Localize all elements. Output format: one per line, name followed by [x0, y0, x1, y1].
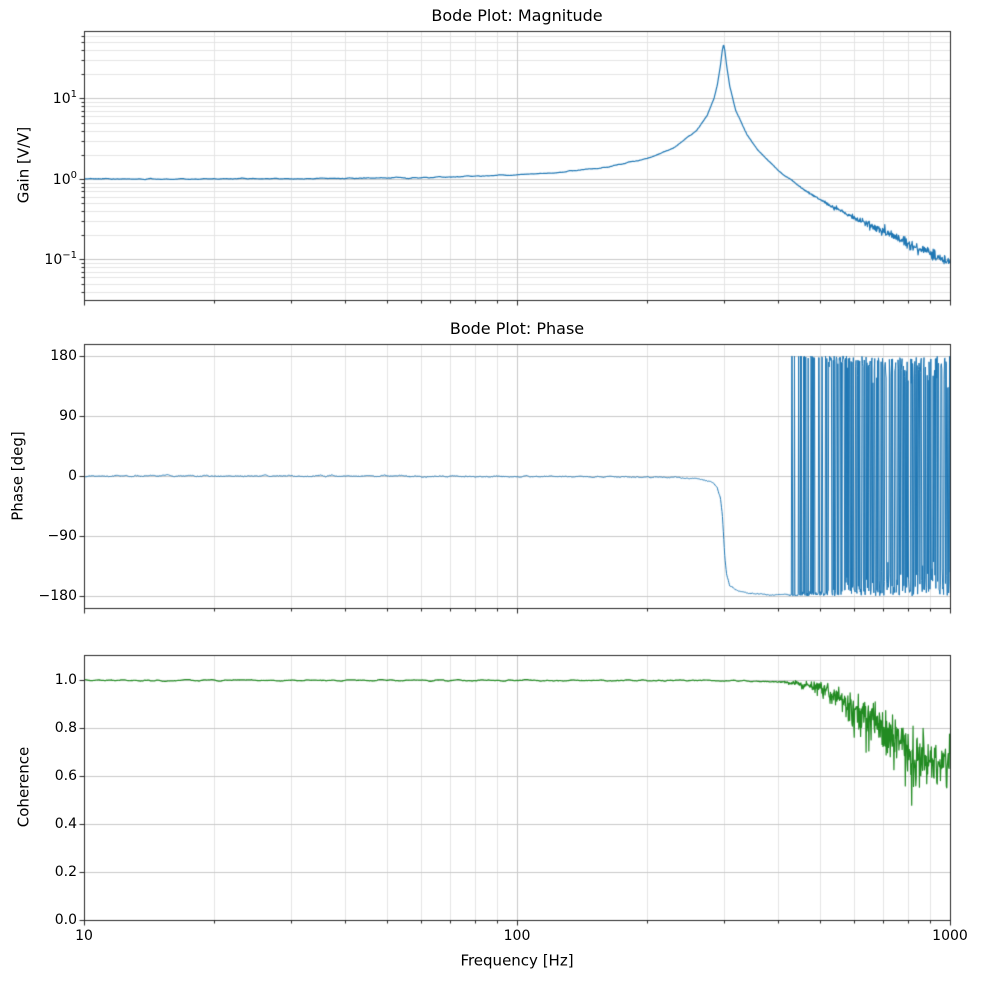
coherence-y-tick-label: 0.2: [54, 863, 77, 880]
exponent: 1: [70, 89, 77, 101]
magnitude-y-tick-label: 101: [52, 89, 77, 108]
coherence-y-tick-label: 0.0: [54, 912, 77, 928]
phase-y-tick-label: −90: [47, 528, 77, 544]
magnitude-title: Bode Plot: Magnitude: [431, 6, 603, 25]
magnitude-y-tick-label: 10−1: [44, 250, 77, 269]
phase-y-axis-label: Phase [deg]: [8, 431, 27, 521]
phase-title: Bode Plot: Phase: [449, 319, 585, 338]
coherence-y-tick-label: 0.6: [54, 767, 77, 784]
phase-y-tick-label: −180: [38, 588, 77, 604]
exponent: 0: [70, 170, 77, 182]
coherence-y-tick-label: 0.8: [54, 719, 77, 736]
phase-y-tick-label: 180: [50, 348, 77, 364]
x-tick-label: 10: [75, 928, 93, 944]
x-tick-label: 1000: [932, 928, 968, 944]
phase-y-tick-label: 90: [59, 408, 77, 424]
coherence-y-tick-label: 1.0: [54, 671, 77, 688]
coherence-y-tick-label: 0.4: [54, 815, 77, 832]
x-axis-label: Frequency [Hz]: [460, 951, 574, 970]
magnitude-y-axis-label: Gain [V/V]: [14, 126, 33, 204]
x-tick-label: 100: [503, 928, 531, 944]
exponent: −1: [62, 250, 77, 262]
magnitude-y-tick-label: 100: [52, 170, 77, 188]
phase-y-tick-label: 0: [68, 468, 77, 484]
coherence-y-axis-label: Coherence: [14, 746, 33, 828]
